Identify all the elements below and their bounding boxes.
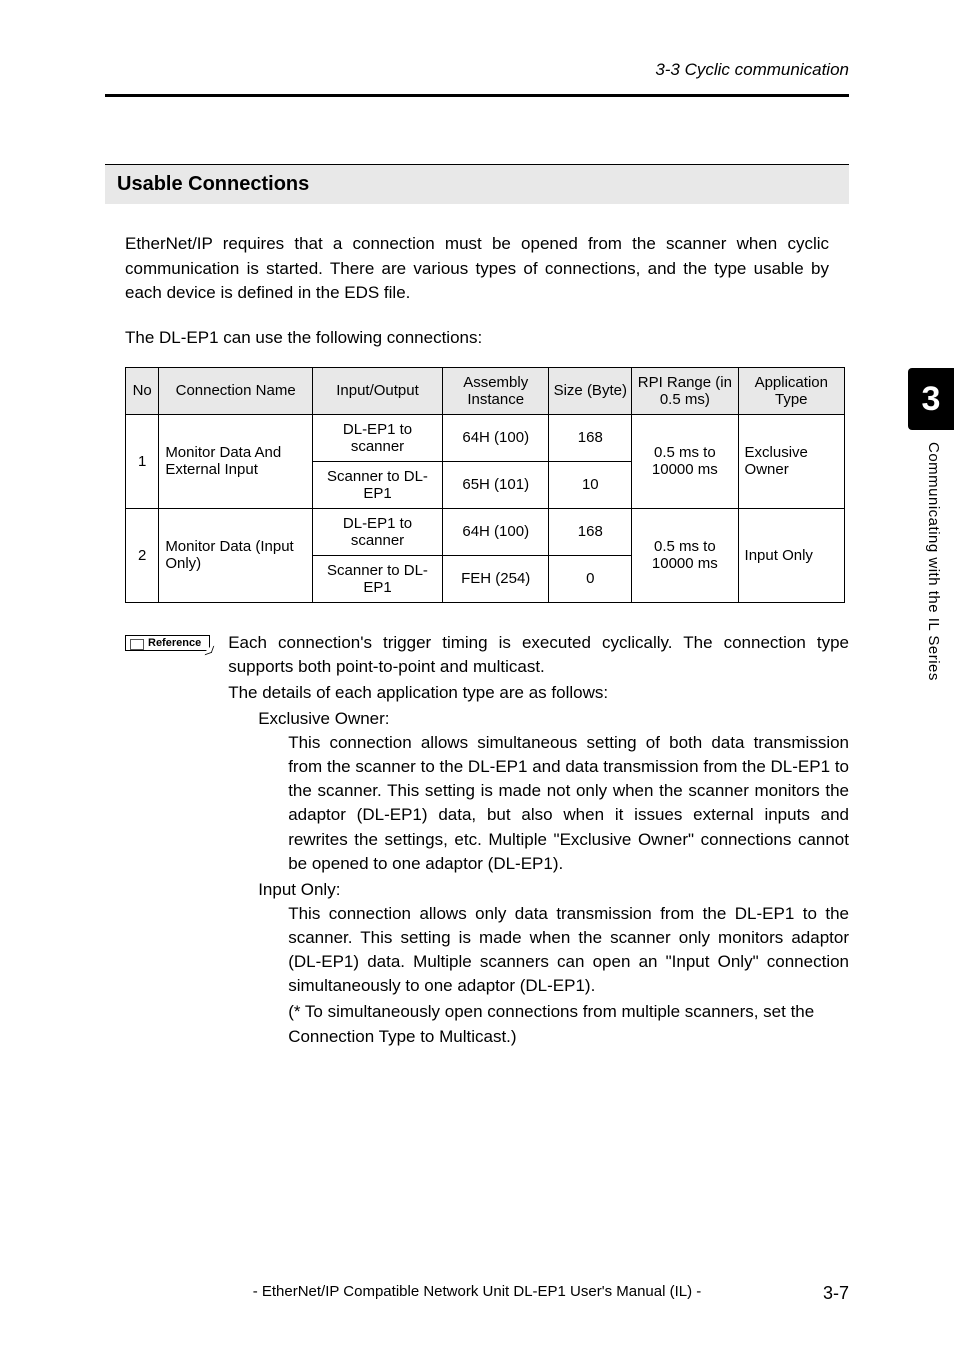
def-input: Input Only: This connection allows only …	[258, 878, 849, 1049]
th-no: No	[126, 367, 159, 414]
cell-cname: Monitor Data And External Input	[159, 414, 313, 508]
th-cname: Connection Name	[159, 367, 313, 414]
th-size: Size (Byte)	[549, 367, 632, 414]
th-asm: Assembly Instance	[443, 367, 549, 414]
def-input-body: This connection allows only data transmi…	[288, 902, 849, 999]
cell-apptype: Exclusive Owner	[738, 414, 844, 508]
cell-no: 1	[126, 414, 159, 508]
chapter-side-label: Communicating with the IL Series	[925, 442, 942, 681]
connections-table: No Connection Name Input/Output Assembly…	[125, 367, 845, 603]
subsection-heading: Usable Connections	[105, 164, 849, 204]
cell-no: 2	[126, 508, 159, 602]
th-rpi: RPI Range (in 0.5 ms)	[632, 367, 738, 414]
th-io: Input/Output	[312, 367, 442, 414]
cell-asm: 64H (100)	[443, 508, 549, 555]
table-header-row: No Connection Name Input/Output Assembly…	[126, 367, 845, 414]
cell-io: DL-EP1 to scanner	[312, 508, 442, 555]
reference-intro: Each connection's trigger timing is exec…	[228, 631, 849, 679]
page-number: 3-7	[823, 1283, 849, 1304]
header-section-ref: 3-3 Cyclic communication	[655, 60, 849, 80]
main-content: Usable Connections EtherNet/IP requires …	[105, 164, 849, 1051]
section-ref-text: 3-3 Cyclic communication	[655, 60, 849, 79]
cell-size: 168	[549, 508, 632, 555]
th-apptype: Application Type	[738, 367, 844, 414]
def-exclusive: Exclusive Owner: This connection allows …	[258, 707, 849, 876]
table-row: 2 Monitor Data (Input Only) DL-EP1 to sc…	[126, 508, 845, 555]
def-input-label: Input Only:	[258, 878, 849, 902]
def-exclusive-body: This connection allows simultaneous sett…	[288, 731, 849, 876]
chapter-tab: 3	[908, 368, 954, 430]
reference-details-line: The details of each application type are…	[228, 681, 849, 705]
header-rule	[105, 94, 849, 97]
table-row: 1 Monitor Data And External Input DL-EP1…	[126, 414, 845, 461]
table-lead: The DL-EP1 can use the following connect…	[105, 326, 849, 351]
cell-rpi: 0.5 ms to 10000 ms	[632, 414, 738, 508]
intro-paragraph: EtherNet/IP requires that a connection m…	[105, 232, 849, 306]
def-exclusive-label: Exclusive Owner:	[258, 707, 849, 731]
cell-rpi: 0.5 ms to 10000 ms	[632, 508, 738, 602]
cell-io: Scanner to DL-EP1	[312, 555, 442, 602]
cell-asm: 64H (100)	[443, 414, 549, 461]
cell-size: 168	[549, 414, 632, 461]
cell-size: 0	[549, 555, 632, 602]
cell-asm: FEH (254)	[443, 555, 549, 602]
footer-text: - EtherNet/IP Compatible Network Unit DL…	[0, 1283, 954, 1300]
cell-io: Scanner to DL-EP1	[312, 461, 442, 508]
cell-apptype: Input Only	[738, 508, 844, 602]
reference-text: Each connection's trigger timing is exec…	[228, 631, 849, 1051]
cell-cname: Monitor Data (Input Only)	[159, 508, 313, 602]
reference-block: Reference Each connection's trigger timi…	[105, 631, 849, 1051]
cell-io: DL-EP1 to scanner	[312, 414, 442, 461]
def-input-note: (* To simultaneously open connections fr…	[288, 1000, 849, 1048]
reference-tag: Reference	[125, 635, 210, 651]
cell-size: 10	[549, 461, 632, 508]
cell-asm: 65H (101)	[443, 461, 549, 508]
